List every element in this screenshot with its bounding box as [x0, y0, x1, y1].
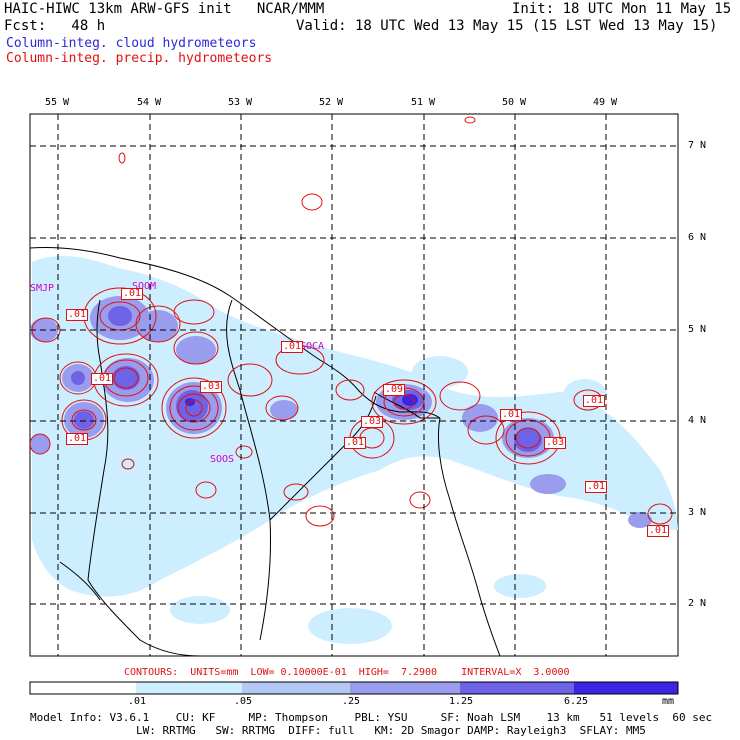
contour-label: .01: [585, 481, 608, 493]
colorbar-swatch-0: [30, 682, 136, 694]
legend-precip: Column-integ. precip. hydrometeors: [6, 51, 273, 66]
contour-label: .01: [66, 433, 89, 445]
contour-label: .09: [383, 384, 406, 396]
station-label: SMJP: [30, 283, 55, 294]
lat-label: 4 N: [688, 415, 707, 426]
lon-label: 55 W: [45, 97, 70, 108]
contour-label: .01: [500, 409, 523, 421]
lat-label: 5 N: [688, 324, 707, 335]
contour-label: .01: [91, 373, 114, 385]
lat-label: 7 N: [688, 140, 707, 151]
contour-label: .03: [544, 437, 567, 449]
contour-label: .01: [344, 437, 367, 449]
header-valid: Valid: 18 UTC Wed 13 May 15 (15 LST Wed …: [296, 18, 718, 34]
model-info-line2: LW: RRTMG SW: RRTMG DIFF: full KM: 2D Sm…: [30, 724, 646, 737]
colorbar-unit: mm: [662, 696, 675, 707]
lon-label: 51 W: [411, 97, 436, 108]
lon-label: 49 W: [593, 97, 618, 108]
lat-label: 3 N: [688, 507, 707, 518]
header-title: HAIC-HIWC 13km ARW-GFS init NCAR/MMM: [4, 1, 325, 17]
contour-label: .01: [647, 525, 670, 537]
colorbar-swatch-5: [574, 682, 678, 694]
colorbar-swatch-1: [136, 682, 242, 694]
legend-cloud: Column-integ. cloud hydrometeors: [6, 36, 257, 51]
lon-label: 50 W: [502, 97, 527, 108]
station-label: SOCA: [300, 341, 325, 352]
model-info-line1: Model Info: V3.6.1 CU: KF MP: Thompson P…: [30, 711, 713, 724]
colorbar: [29, 681, 679, 695]
contour-label: .01: [121, 288, 144, 300]
colorbar-swatch-2: [242, 682, 350, 694]
header-init: Init: 18 UTC Mon 11 May 15: [512, 1, 732, 17]
lon-label: 52 W: [319, 97, 344, 108]
lat-label: 2 N: [688, 598, 707, 609]
latlon-grid: [30, 114, 678, 656]
colorbar-swatch-3: [350, 682, 460, 694]
contour-label: .01: [66, 309, 89, 321]
colorbar-tick: .05: [234, 696, 253, 707]
station-label: SOOM: [132, 281, 157, 292]
colorbar-swatch-4: [460, 682, 574, 694]
colorbar-tick: 1.25: [449, 696, 474, 707]
contour-label: .01: [281, 341, 304, 353]
colorbar-tick: 6.25: [564, 696, 589, 707]
station-label: SOOS: [210, 454, 235, 465]
contour-label: .03: [361, 416, 384, 428]
lon-label: 54 W: [137, 97, 162, 108]
contours-info: CONTOURS: UNITS=mm LOW= 0.10000E-01 HIGH…: [124, 667, 570, 678]
contour-label: .01: [583, 395, 606, 407]
header-forecast: Fcst: 48 h: [4, 18, 106, 34]
lat-label: 6 N: [688, 232, 707, 243]
colorbar-tick: .25: [342, 696, 361, 707]
contour-label: .03: [200, 381, 223, 393]
lon-label: 53 W: [228, 97, 253, 108]
colorbar-tick: .01: [128, 696, 147, 707]
